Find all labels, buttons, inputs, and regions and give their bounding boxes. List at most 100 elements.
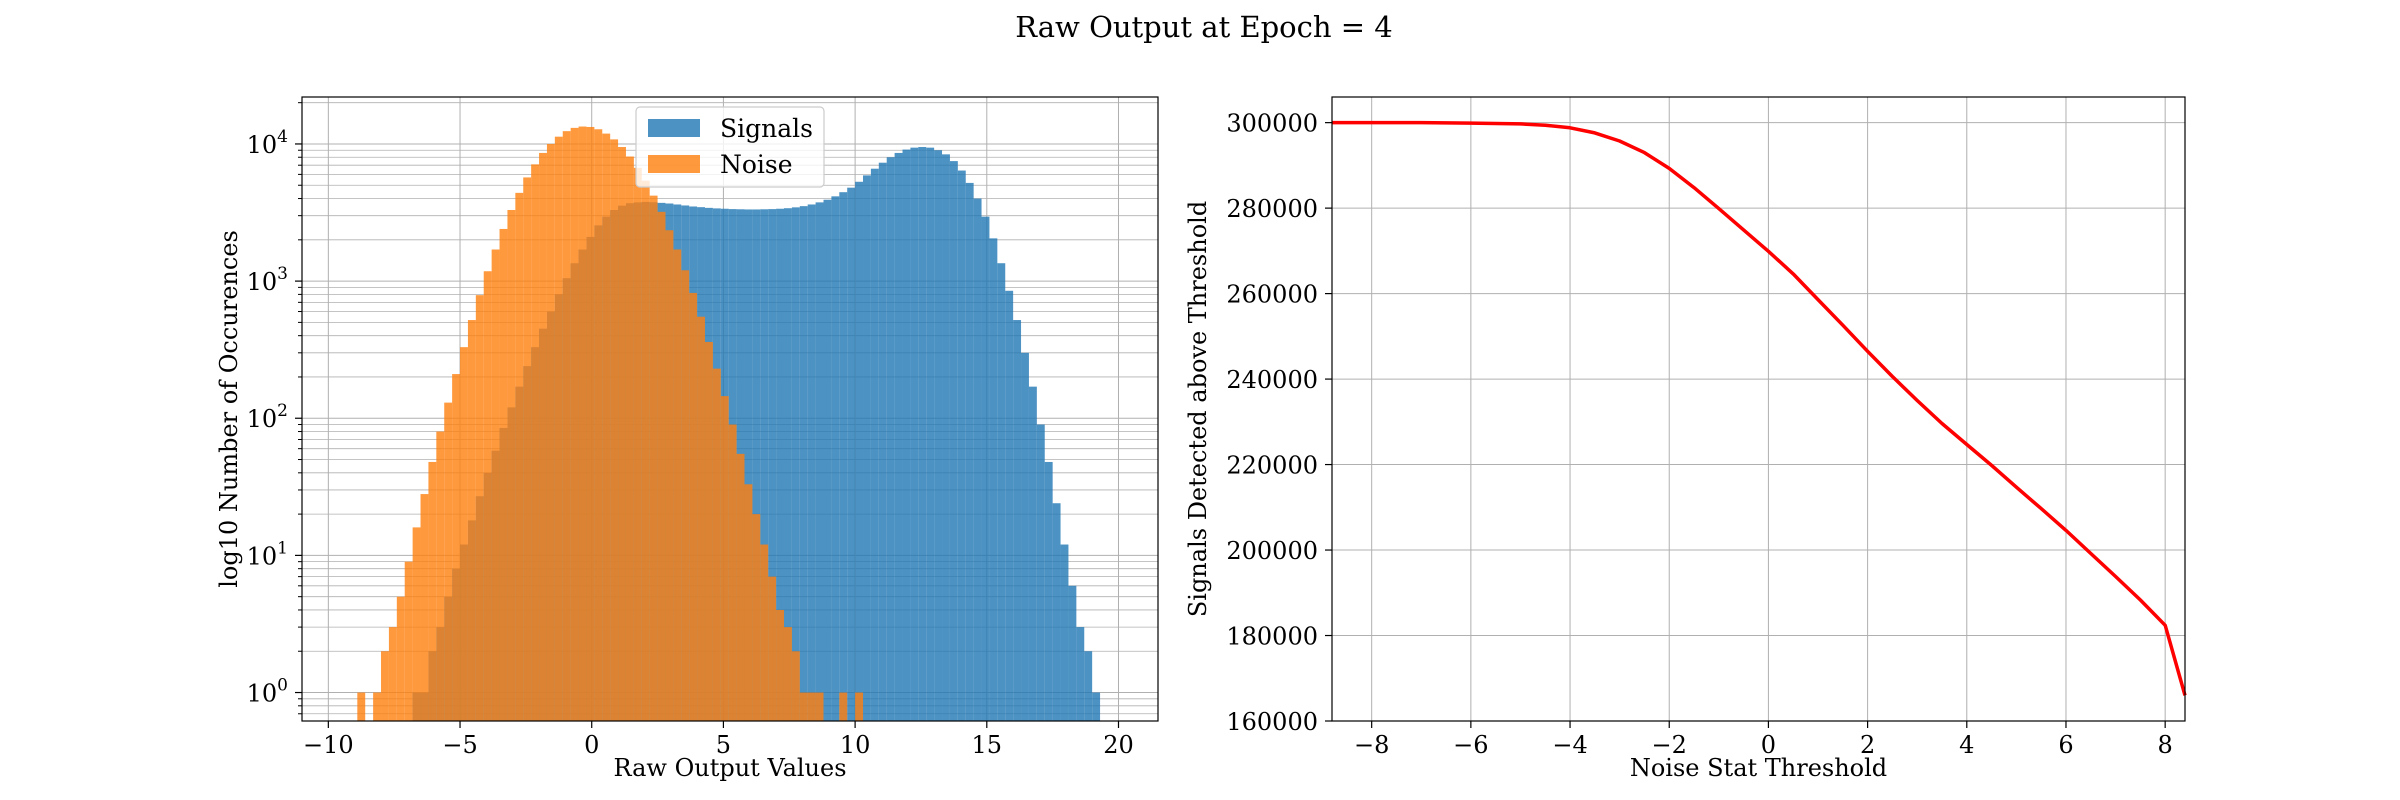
histogram-bar-signals bbox=[1092, 692, 1101, 721]
line-chart-grid bbox=[1332, 97, 2185, 722]
legend-swatch-noise bbox=[648, 155, 700, 173]
histogram-bar-noise bbox=[712, 368, 721, 721]
histogram-bar-signals bbox=[799, 206, 808, 722]
histogram-bar-noise bbox=[704, 341, 713, 721]
line-chart-y-axis-label: Signals Detected above Threshold bbox=[1184, 201, 1212, 617]
histogram-x-tick-label: 15 bbox=[972, 731, 1003, 759]
histogram-bar-signals bbox=[776, 208, 784, 721]
noise-histogram-bars bbox=[357, 126, 864, 722]
histogram-bar-noise bbox=[839, 692, 848, 721]
line-chart-x-tick-label: −6 bbox=[1453, 731, 1488, 759]
histogram-bar-noise bbox=[673, 249, 682, 721]
line-chart-x-tick-label: 2 bbox=[1860, 731, 1875, 759]
histogram-bar-noise bbox=[507, 209, 516, 721]
histogram-bar-signals bbox=[934, 150, 943, 721]
histogram-x-tick-label: 10 bbox=[840, 731, 871, 759]
legend-label-signals: Signals bbox=[720, 114, 813, 143]
histogram-x-tick-label: 5 bbox=[716, 731, 731, 759]
histogram-bar-signals bbox=[894, 152, 903, 722]
histogram-x-axis-label: Raw Output Values bbox=[613, 754, 846, 782]
histogram-bar-noise bbox=[404, 561, 413, 721]
histogram-bar-noise bbox=[760, 544, 769, 721]
histogram-bar-noise bbox=[768, 576, 777, 721]
histogram-bar-noise bbox=[602, 133, 611, 721]
histogram-bar-noise bbox=[783, 627, 792, 721]
histogram-bar-noise bbox=[515, 192, 524, 721]
histogram-bar-noise bbox=[460, 347, 468, 721]
histogram-bar-signals bbox=[949, 161, 958, 721]
histogram-y-tick-label: 103 bbox=[247, 264, 288, 296]
histogram-bar-noise bbox=[452, 374, 461, 721]
line-chart-x-tick-label: −8 bbox=[1354, 731, 1389, 759]
histogram-bar-signals bbox=[965, 182, 974, 722]
histogram-bar-signals bbox=[1076, 627, 1085, 721]
histogram-panel: −10 −5 0 5 10 15 20 100 101 102 103 104 Raw Output … bbox=[215, 96, 1159, 782]
histogram-bar-noise bbox=[594, 129, 603, 722]
histogram-bar-signals bbox=[807, 204, 816, 722]
histogram-bar-signals bbox=[918, 147, 927, 722]
histogram-bar-signals bbox=[847, 187, 856, 722]
histogram-bar-noise bbox=[373, 692, 382, 721]
line-chart-x-tick-label: 6 bbox=[2058, 731, 2073, 759]
histogram-bar-noise bbox=[586, 126, 595, 722]
histogram-bar-signals bbox=[744, 209, 753, 721]
histogram-bar-noise bbox=[697, 316, 705, 721]
histogram-axes-frame bbox=[301, 96, 1159, 722]
histogram-bar-noise bbox=[736, 453, 745, 721]
histogram-bar-noise bbox=[649, 195, 658, 722]
histogram-bar-noise bbox=[483, 271, 492, 721]
histogram-bar-noise bbox=[681, 270, 690, 721]
line-chart-x-tick-label: 4 bbox=[1959, 731, 1974, 759]
histogram-bar-noise bbox=[728, 424, 737, 721]
histogram-bar-noise bbox=[776, 609, 784, 721]
histogram-bar-signals bbox=[760, 209, 769, 721]
histogram-bar-signals bbox=[886, 157, 895, 722]
histogram-bar-signals bbox=[831, 196, 840, 722]
histogram-bar-noise bbox=[625, 156, 634, 721]
histogram-bar-noise bbox=[807, 692, 816, 721]
line-chart-y-tick-label: 220000 bbox=[1226, 452, 1318, 480]
histogram-bar-signals bbox=[1005, 290, 1014, 721]
histogram-bar-noise bbox=[475, 295, 484, 721]
histogram-bar-signals bbox=[902, 149, 911, 722]
line-chart-y-tick-label: 260000 bbox=[1226, 281, 1318, 309]
histogram-bar-noise bbox=[436, 431, 445, 721]
histogram-bar-signals bbox=[973, 198, 982, 721]
histogram-bar-noise bbox=[578, 126, 587, 721]
histogram-bar-noise bbox=[467, 320, 476, 721]
histogram-y-tick-label: 102 bbox=[247, 401, 288, 433]
histogram-bar-noise bbox=[744, 484, 753, 721]
histogram-bar-signals bbox=[1060, 544, 1069, 721]
histogram-bar-signals bbox=[926, 147, 935, 721]
histogram-bar-signals bbox=[1068, 585, 1077, 721]
line-chart-y-tick-label: 160000 bbox=[1226, 708, 1318, 736]
histogram-bar-signals bbox=[957, 170, 966, 721]
histogram-bar-noise bbox=[799, 692, 808, 721]
histogram-bar-noise bbox=[388, 627, 397, 721]
histogram-bar-signals bbox=[1028, 386, 1037, 721]
histogram-bar-signals bbox=[1013, 320, 1022, 721]
histogram-bar-signals bbox=[791, 207, 800, 722]
line-chart-x-tick-label: −2 bbox=[1652, 731, 1687, 759]
histogram-bar-noise bbox=[412, 527, 421, 721]
line-chart-y-tick-label: 280000 bbox=[1226, 195, 1318, 223]
histogram-bar-signals bbox=[855, 181, 864, 721]
histogram-bar-signals bbox=[752, 209, 761, 721]
line-chart-y-tick-label: 200000 bbox=[1226, 537, 1318, 565]
histogram-bar-noise bbox=[499, 228, 508, 721]
histogram-bar-signals bbox=[839, 192, 848, 722]
histogram-bar-noise bbox=[752, 514, 761, 721]
histogram-bar-signals bbox=[942, 154, 950, 722]
legend-swatch-signals bbox=[648, 119, 700, 137]
histogram-bar-noise bbox=[641, 180, 650, 722]
histogram-bar-signals bbox=[768, 209, 777, 721]
histogram-x-tick-label: −5 bbox=[442, 731, 477, 759]
signals-detected-line bbox=[1332, 120, 2187, 696]
line-chart-y-tick-label: 180000 bbox=[1226, 623, 1318, 651]
legend-label-noise: Noise bbox=[720, 150, 793, 179]
histogram-y-tick-label: 100 bbox=[247, 676, 288, 708]
threshold-line-panel: −8 −6 −4 −2 0 2 4 6 8 160000 180000 200000 220000 240… bbox=[1184, 96, 2187, 782]
histogram-bar-noise bbox=[420, 494, 429, 721]
histogram-bar-signals bbox=[1044, 461, 1053, 721]
